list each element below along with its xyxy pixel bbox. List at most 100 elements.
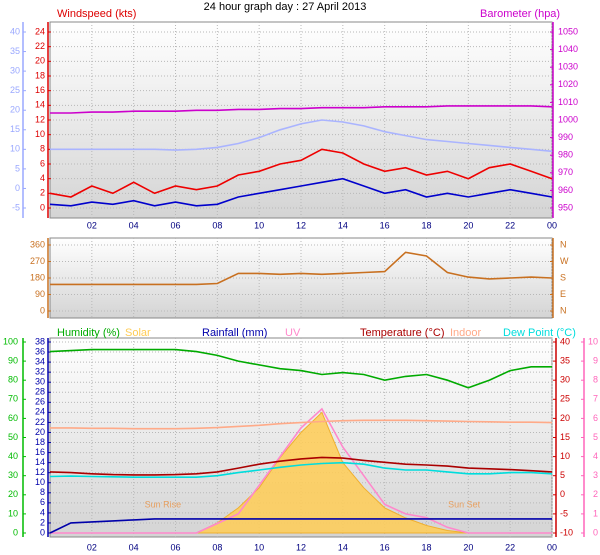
x-tick-label: 02 <box>87 542 97 552</box>
y-tick-label: 6 <box>40 158 45 168</box>
y-tick-label: 1050 <box>558 26 578 36</box>
annotation: Sun Set <box>448 499 481 509</box>
y-tick-label: 10 <box>35 477 45 487</box>
y-tick-label: 20 <box>560 413 570 423</box>
y-tick-label: 0 <box>593 527 598 537</box>
legend-entry: Rainfall (mm) <box>202 327 267 339</box>
y-tick-label: 30 <box>560 375 570 385</box>
y-tick-label: 90 <box>8 355 18 365</box>
y-tick-label: 4 <box>593 451 598 461</box>
y-tick-label: 10 <box>8 508 18 518</box>
y-tick-label: 0 <box>13 527 18 537</box>
y-tick-label: 20 <box>10 105 20 115</box>
x-tick-label: 02 <box>87 220 97 230</box>
y-tick-label: 10 <box>10 144 20 154</box>
y-tick-label: 6 <box>593 413 598 423</box>
y-tick-label: 16 <box>35 447 45 457</box>
y-tick-label: 1040 <box>558 44 578 54</box>
y-tick-label: 5 <box>593 432 598 442</box>
y-tick-label: 40 <box>10 26 20 36</box>
series-line <box>50 419 553 430</box>
y-tick-label: 4 <box>40 173 45 183</box>
axis-title: Windspeed (kts) <box>57 8 136 20</box>
y-tick-label: 24 <box>35 407 45 417</box>
series-line <box>50 105 553 114</box>
legend-entry: UV <box>285 327 301 339</box>
y-tick-label: 38 <box>35 336 45 346</box>
x-tick-label: 00 <box>547 220 557 230</box>
y-tick-label: -5 <box>560 508 568 518</box>
y-tick-label: 50 <box>8 432 18 442</box>
y-tick-label: 990 <box>558 132 573 142</box>
y-tick-label: 35 <box>560 355 570 365</box>
y-tick-label: 950 <box>558 202 573 212</box>
y-tick-label: 10 <box>588 336 598 346</box>
y-tick-label: 0 <box>560 489 565 499</box>
y-tick-label: 25 <box>10 85 20 95</box>
x-tick-label: 04 <box>129 220 139 230</box>
x-tick-label: 12 <box>296 542 306 552</box>
x-tick-label: 18 <box>421 542 431 552</box>
legend-entry: Solar <box>125 327 151 339</box>
page-title: 24 hour graph day : 27 April 2013 <box>204 1 367 13</box>
y-tick-label: 8 <box>593 375 598 385</box>
y-tick-label: 14 <box>35 457 45 467</box>
y-tick-label: 15 <box>560 432 570 442</box>
y-tick-label: 12 <box>35 114 45 124</box>
y-tick-label: 25 <box>560 394 570 404</box>
x-tick-label: 14 <box>338 542 348 552</box>
x-tick-label: 20 <box>463 220 473 230</box>
y-tick-label: 360 <box>30 239 45 249</box>
y-tick-label: 1030 <box>558 62 578 72</box>
y-tick-label: 40 <box>8 451 18 461</box>
y-tick-label: 36 <box>35 346 45 356</box>
x-tick-label: 06 <box>170 542 180 552</box>
y-tick-label: 30 <box>35 377 45 387</box>
y-tick-label: 980 <box>558 150 573 160</box>
x-tick-label: 18 <box>421 220 431 230</box>
y-tick-label: 4 <box>40 507 45 517</box>
y-tick-label: 20 <box>35 56 45 66</box>
y-tick-label: 34 <box>35 356 45 366</box>
series-line <box>49 518 552 534</box>
axis-title: Barometer (hpa) <box>480 8 560 20</box>
y-tick-label: 0 <box>40 202 45 212</box>
y-tick-label: 180 <box>30 272 45 282</box>
series-line <box>50 251 553 286</box>
y-tick-label: 40 <box>560 336 570 346</box>
y-tick-label: W <box>560 256 569 266</box>
y-tick-label: 1010 <box>558 97 578 107</box>
y-tick-label: 3 <box>593 470 598 480</box>
x-tick-label: 16 <box>380 542 390 552</box>
y-tick-label: 2 <box>40 517 45 527</box>
y-tick-label: 270 <box>30 256 45 266</box>
y-tick-label: 32 <box>35 367 45 377</box>
y-tick-label: 12 <box>35 467 45 477</box>
series-line <box>50 119 553 153</box>
y-tick-label: 22 <box>35 41 45 51</box>
y-tick-label: 18 <box>35 70 45 80</box>
y-tick-label: 970 <box>558 167 573 177</box>
y-tick-label: 28 <box>35 387 45 397</box>
y-tick-label: -10 <box>560 527 573 537</box>
y-tick-label: -5 <box>12 202 20 212</box>
x-tick-label: 08 <box>212 220 222 230</box>
x-tick-label: 14 <box>338 220 348 230</box>
y-tick-label: 9 <box>593 355 598 365</box>
legend-entry: Humidity (%) <box>57 327 120 339</box>
x-tick-label: 04 <box>129 542 139 552</box>
y-tick-label: 100 <box>3 336 18 346</box>
y-tick-label: 26 <box>35 397 45 407</box>
x-tick-label: 20 <box>463 542 473 552</box>
y-tick-label: 35 <box>10 46 20 56</box>
y-tick-label: 1020 <box>558 79 578 89</box>
y-tick-label: 0 <box>40 527 45 537</box>
y-tick-label: 18 <box>35 437 45 447</box>
y-tick-label: 6 <box>40 497 45 507</box>
y-tick-label: 10 <box>560 451 570 461</box>
y-tick-label: 0 <box>40 305 45 315</box>
y-tick-label: 70 <box>8 394 18 404</box>
series-line <box>49 148 553 198</box>
y-tick-label: 8 <box>40 144 45 154</box>
